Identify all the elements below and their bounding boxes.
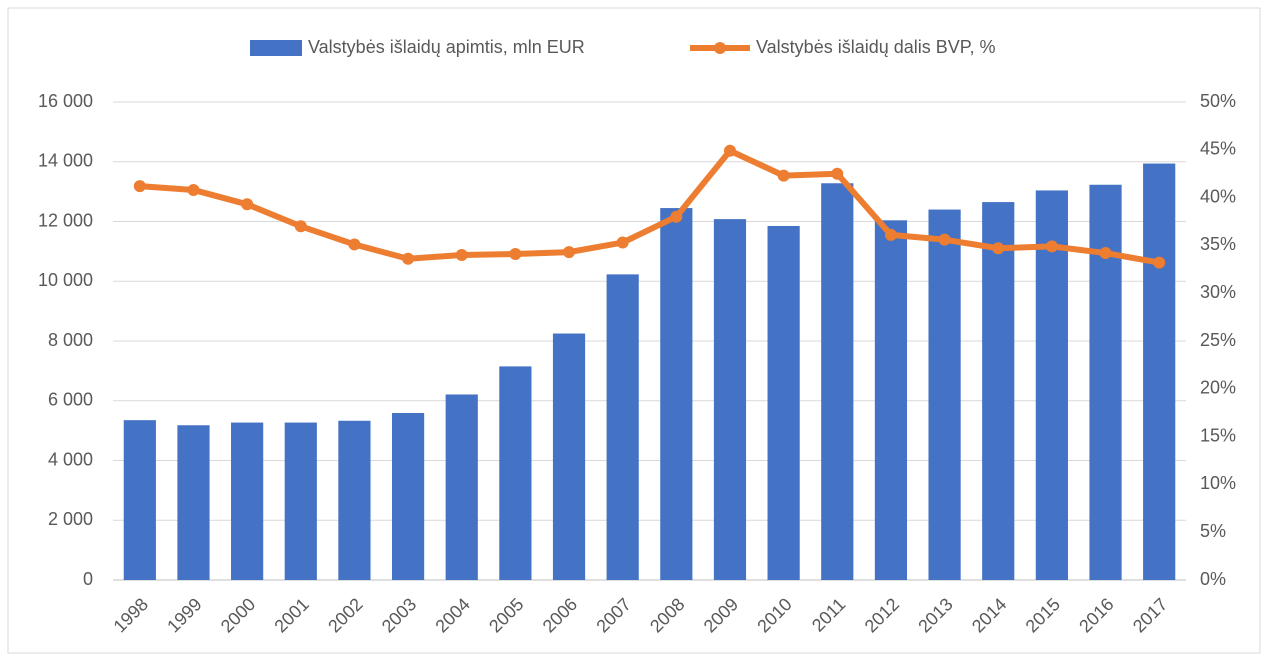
line-marker <box>241 198 254 211</box>
legend-label: Valstybės išlaidų apimtis, mln EUR <box>308 37 585 57</box>
line-marker <box>616 236 629 249</box>
y2-tick-label: 5% <box>1200 521 1226 541</box>
y2-tick-label: 15% <box>1200 425 1236 445</box>
y2-tick-label: 40% <box>1200 186 1236 206</box>
bar <box>1089 184 1122 580</box>
line-marker <box>884 228 897 241</box>
line-marker <box>348 238 361 251</box>
y2-tick-label: 10% <box>1200 473 1236 493</box>
y2-tick-label: 20% <box>1200 378 1236 398</box>
y-tick-label: 14 000 <box>38 151 93 171</box>
line-marker <box>563 246 576 259</box>
bar <box>338 420 371 580</box>
bar <box>177 425 210 580</box>
y-tick-label: 0 <box>83 569 93 589</box>
bar <box>445 394 478 580</box>
y-tick-label: 12 000 <box>38 210 93 230</box>
y-tick-label: 10 000 <box>38 270 93 290</box>
bar <box>821 183 854 580</box>
y2-tick-label: 45% <box>1200 139 1236 159</box>
bar <box>1035 190 1068 580</box>
line-marker <box>992 242 1005 255</box>
bar <box>606 274 639 580</box>
y-tick-label: 16 000 <box>38 91 93 111</box>
line-marker <box>831 167 844 180</box>
bar <box>660 208 693 580</box>
bar <box>284 422 317 580</box>
bar <box>1143 163 1176 581</box>
bar <box>982 202 1015 581</box>
line-marker <box>777 169 790 182</box>
line-marker <box>402 252 415 265</box>
bar <box>123 420 156 580</box>
bar <box>874 220 908 580</box>
y-tick-label: 4 000 <box>48 449 93 469</box>
bar <box>713 219 747 581</box>
y-tick-label: 8 000 <box>48 330 93 350</box>
legend-label: Valstybės išlaidų dalis BVP, % <box>756 37 995 57</box>
line-marker <box>670 210 683 223</box>
bar <box>928 209 961 581</box>
legend-marker <box>714 42 726 54</box>
line-marker <box>938 233 951 246</box>
y2-tick-label: 0% <box>1200 569 1226 589</box>
bar <box>231 422 264 580</box>
line <box>139 147 1160 266</box>
line-marker <box>455 248 468 261</box>
line-marker <box>509 248 522 261</box>
y2-tick-label: 50% <box>1200 91 1236 111</box>
bar <box>391 412 425 580</box>
line-marker <box>723 144 736 157</box>
bar <box>499 366 532 580</box>
bar <box>552 333 586 580</box>
y-tick-label: 2 000 <box>48 509 93 529</box>
bar <box>767 225 800 580</box>
line-marker <box>1153 256 1166 269</box>
y2-tick-label: 30% <box>1200 282 1236 302</box>
line-marker <box>1045 240 1058 253</box>
line-marker <box>1099 247 1112 260</box>
line-marker <box>133 180 146 193</box>
line-marker <box>187 183 200 196</box>
line-marker <box>294 220 307 233</box>
y2-tick-label: 25% <box>1200 330 1236 350</box>
y2-tick-label: 35% <box>1200 234 1236 254</box>
legend-swatch <box>250 40 302 56</box>
y-tick-label: 6 000 <box>48 390 93 410</box>
